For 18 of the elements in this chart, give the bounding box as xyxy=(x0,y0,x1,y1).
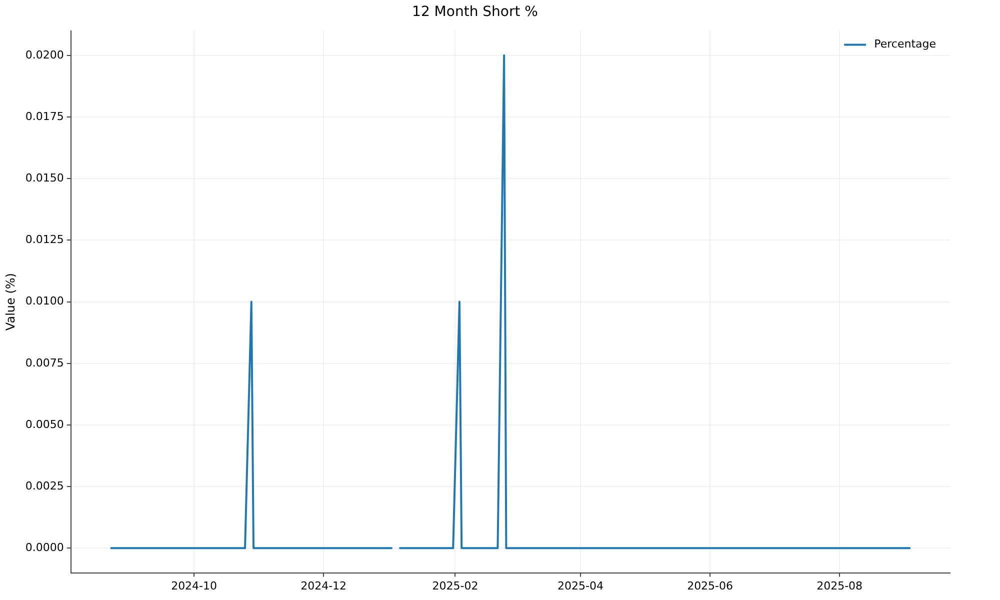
y-tick-label: 0.0125 xyxy=(25,233,64,246)
legend-label: Percentage xyxy=(874,38,936,51)
x-tick-label: 2024-10 xyxy=(171,579,218,592)
y-tick-label: 0.0075 xyxy=(25,356,64,370)
y-tick-label: 0.0050 xyxy=(25,418,64,431)
x-tick-label: 2025-02 xyxy=(432,579,478,592)
y-tick-label: 0.0100 xyxy=(25,294,64,308)
x-tick-label: 2025-08 xyxy=(816,579,863,592)
x-tick-label: 2025-06 xyxy=(687,579,734,592)
y-tick-label: 0.0175 xyxy=(25,110,64,123)
y-tick-label: 0.0200 xyxy=(25,48,64,62)
x-tick-label: 2025-04 xyxy=(558,579,604,592)
x-tick-label: 2024-12 xyxy=(300,579,347,592)
y-tick-label: 0.0150 xyxy=(25,171,64,184)
chart-title: 12 Month Short % xyxy=(412,4,538,20)
y-tick-label: 0.0000 xyxy=(25,541,64,554)
y-tick-label: 0.0025 xyxy=(25,479,64,492)
y-axis-title: Value (%) xyxy=(3,273,18,331)
